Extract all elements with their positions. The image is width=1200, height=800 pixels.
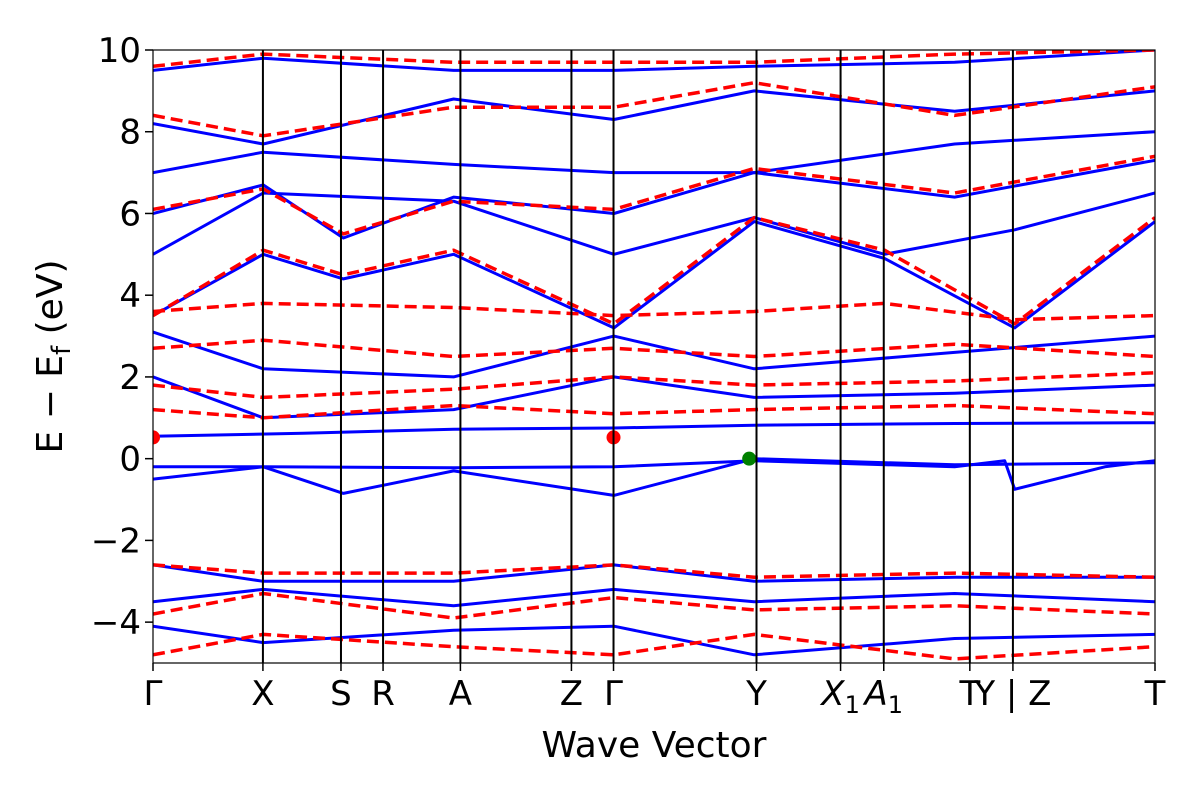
plot-area (153, 50, 1155, 661)
y-tick-label: −4 (91, 603, 141, 643)
spin-down-band-21 (153, 215, 1155, 326)
x-tick-label: A (449, 674, 472, 714)
kpoint-lines (261, 50, 1014, 663)
plot-frame (152, 49, 1156, 664)
x-tick-label: Y (745, 674, 767, 714)
x-axis-label: Wave Vector (542, 725, 767, 766)
spin-down-band-22 (153, 154, 1155, 236)
y-axis-ticks: −4 −2 0 2 4 6 8 10 (91, 31, 153, 643)
spin-up-band-1 (153, 459, 1155, 491)
spin-down-band-15 (153, 338, 1155, 359)
y-axis-label-unit: (eV) (30, 259, 71, 345)
y-tick-label: 4 (119, 276, 141, 316)
x-tick-label: T (1144, 674, 1166, 714)
x-tick-label: S (330, 674, 352, 714)
y-tick-label: 10 (98, 31, 141, 71)
y-tick-label: 2 (119, 358, 141, 398)
x-tick-label: X (251, 674, 274, 714)
spin-up-band-9 (153, 191, 1155, 256)
spin-up-band-6 (153, 330, 1155, 379)
vbm-marker (742, 451, 757, 466)
x-tick-label: Γ (144, 674, 163, 714)
x-tick-label: R (371, 674, 395, 714)
y-tick-label: 0 (119, 440, 141, 480)
spin-up-band-2 (153, 457, 1155, 497)
x-tick-label: Z (560, 674, 583, 714)
x-tick-label: T (958, 674, 980, 714)
y-axis-label: E − Ef (eV) (30, 259, 77, 453)
spin-down-band-17 (153, 403, 1155, 420)
y-axis-label-main: E − E (30, 355, 71, 454)
spin-down-band-14 (153, 301, 1155, 322)
spin-up-band-5 (153, 624, 1155, 657)
spin-up-band-8 (153, 220, 1155, 330)
x-tick-label: Y | Z (973, 674, 1051, 714)
spin-down-band-16 (153, 371, 1155, 400)
spin-up-band-11 (153, 130, 1155, 175)
y-axis-label-subscript: f (47, 345, 77, 355)
y-tick-label: 8 (119, 113, 141, 153)
spin-down-band-19 (153, 591, 1155, 620)
spin-up-band-0 (153, 421, 1155, 438)
y-tick-label: −2 (91, 521, 141, 561)
x-tick-label: Γ (604, 674, 623, 714)
spin-down-band-23 (153, 80, 1155, 138)
cbm-marker-0 (153, 430, 160, 445)
y-tick-label: 6 (119, 194, 141, 234)
x-tick-label: A1 (862, 674, 903, 719)
x-tick-label: X1 (819, 674, 860, 719)
